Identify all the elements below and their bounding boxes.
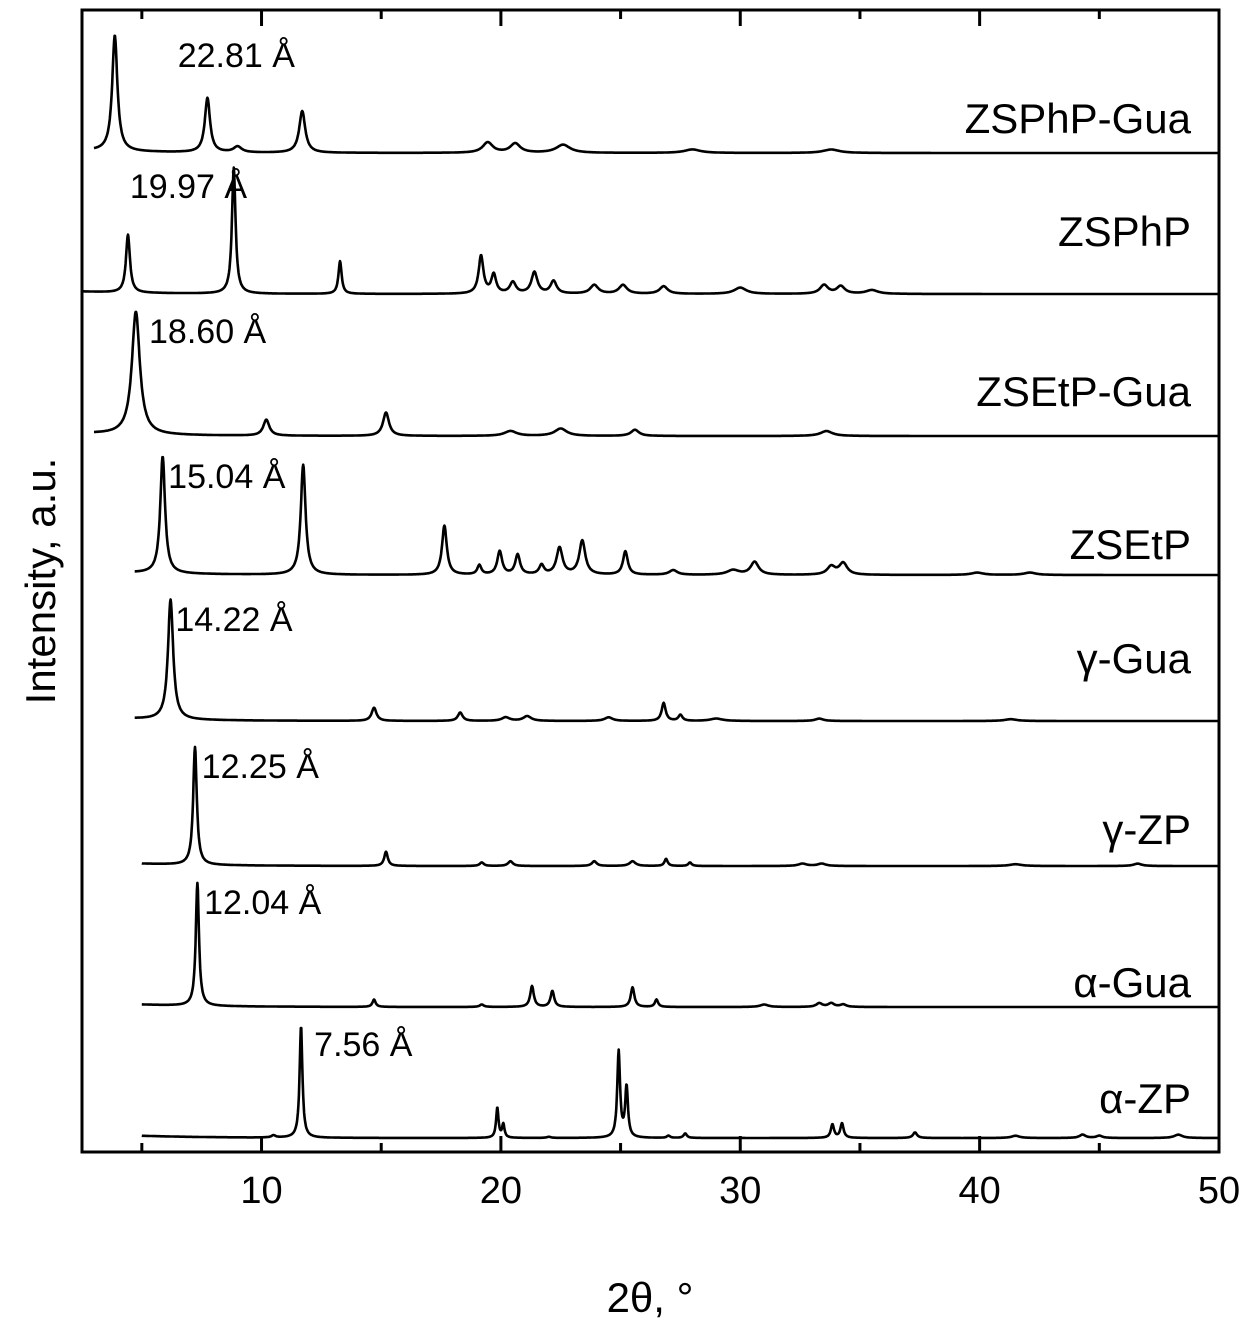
plot-frame	[80, 8, 1221, 1154]
traces	[81, 34, 1220, 1140]
x-tick-label: 40	[958, 1170, 1000, 1212]
series-label--zp: α-ZP	[1099, 1075, 1191, 1122]
series-label-zsphp-gua: ZSPhP-Gua	[965, 95, 1192, 142]
peak-annotation--zp: 12.25 Å	[202, 748, 320, 786]
x-tick-label: 20	[480, 1170, 522, 1212]
peak-annotation-zsetp-gua: 18.60 Å	[149, 313, 267, 351]
trace--gua	[133, 598, 1220, 723]
x-ticks: 10 20 30 40 50	[140, 10, 1240, 1212]
peak-annotation-zsphp-gua: 22.81 Å	[178, 37, 296, 75]
trace-zsphp-gua	[93, 34, 1220, 155]
series-label-zsetp-gua: ZSEtP-Gua	[976, 368, 1191, 415]
peak-annotation-zsphp: 19.97 Å	[130, 168, 248, 206]
peak-annotation-zsetp: 15.04 Å	[168, 458, 286, 496]
series-label-zsphp: ZSPhP	[1058, 208, 1191, 255]
peak-annotation--gua: 14.22 Å	[175, 601, 293, 639]
annotations: 22.81 Å 19.97 Å 18.60 Å 15.04 Å 14.22 Å 12.25…	[130, 37, 413, 1064]
series-label--gua: γ-Gua	[1077, 635, 1192, 682]
x-tick-label: 50	[1198, 1170, 1240, 1212]
series-labels: ZSPhP-Gua ZSPhP ZSEtP-Gua ZSEtP γ-Gua γ-ZP α-G…	[965, 95, 1192, 1122]
x-axis-label: 2θ, °	[607, 1274, 694, 1321]
series-label--gua: α-Gua	[1073, 959, 1191, 1006]
peak-annotation--gua: 12.04 Å	[204, 884, 322, 922]
series-label-zsetp: ZSEtP	[1070, 521, 1191, 568]
trace--zp	[141, 1026, 1220, 1140]
trace--gua	[141, 881, 1220, 1009]
trace--zp	[141, 745, 1220, 868]
x-tick-label: 30	[719, 1170, 761, 1212]
peak-annotation--zp: 7.56 Å	[314, 1026, 413, 1064]
y-axis-label: Intensity, a.u.	[17, 458, 64, 705]
trace-zsetp	[133, 455, 1220, 577]
trace-zsphp	[81, 166, 1220, 296]
series-label--zp: γ-ZP	[1102, 806, 1191, 853]
x-tick-label: 10	[240, 1170, 282, 1212]
trace-zsetp-gua	[93, 310, 1220, 438]
